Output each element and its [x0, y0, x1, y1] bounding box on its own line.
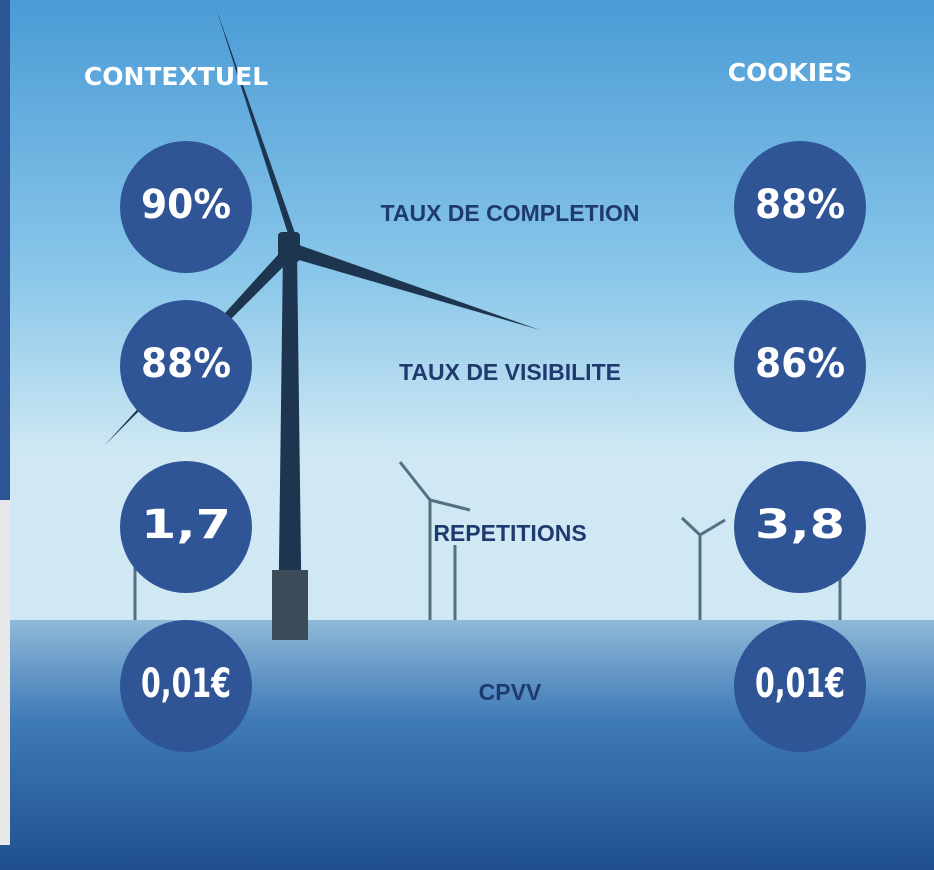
side-bar [0, 0, 10, 500]
side-edge [0, 500, 10, 845]
contextuel-value: 0,01€ [141, 661, 231, 707]
cookies-value: 0,01€ [755, 661, 845, 707]
metric-label: TAUX DE COMPLETION [381, 200, 640, 226]
contextuel-value: 90% [141, 182, 231, 228]
metric-label: TAUX DE VISIBILITE [399, 359, 621, 385]
header-left: CONTEXTUEL [84, 62, 268, 91]
metric-label: CPVV [479, 679, 542, 705]
infographic: CONTEXTUEL COOKIES 90% 88% TAUX DE COMPLET… [0, 0, 934, 870]
metric-label: REPETITIONS [433, 520, 586, 546]
contextuel-value: 88% [141, 341, 231, 387]
cookies-value: 88% [755, 182, 845, 228]
page: {"headers": {"left": "CONTEXTUEL", "righ… [0, 0, 934, 870]
contextuel-value: 1,7 [141, 502, 231, 548]
header-right: COOKIES [728, 58, 853, 87]
cookies-value: 3,8 [755, 502, 845, 548]
cookies-value: 86% [755, 341, 845, 387]
